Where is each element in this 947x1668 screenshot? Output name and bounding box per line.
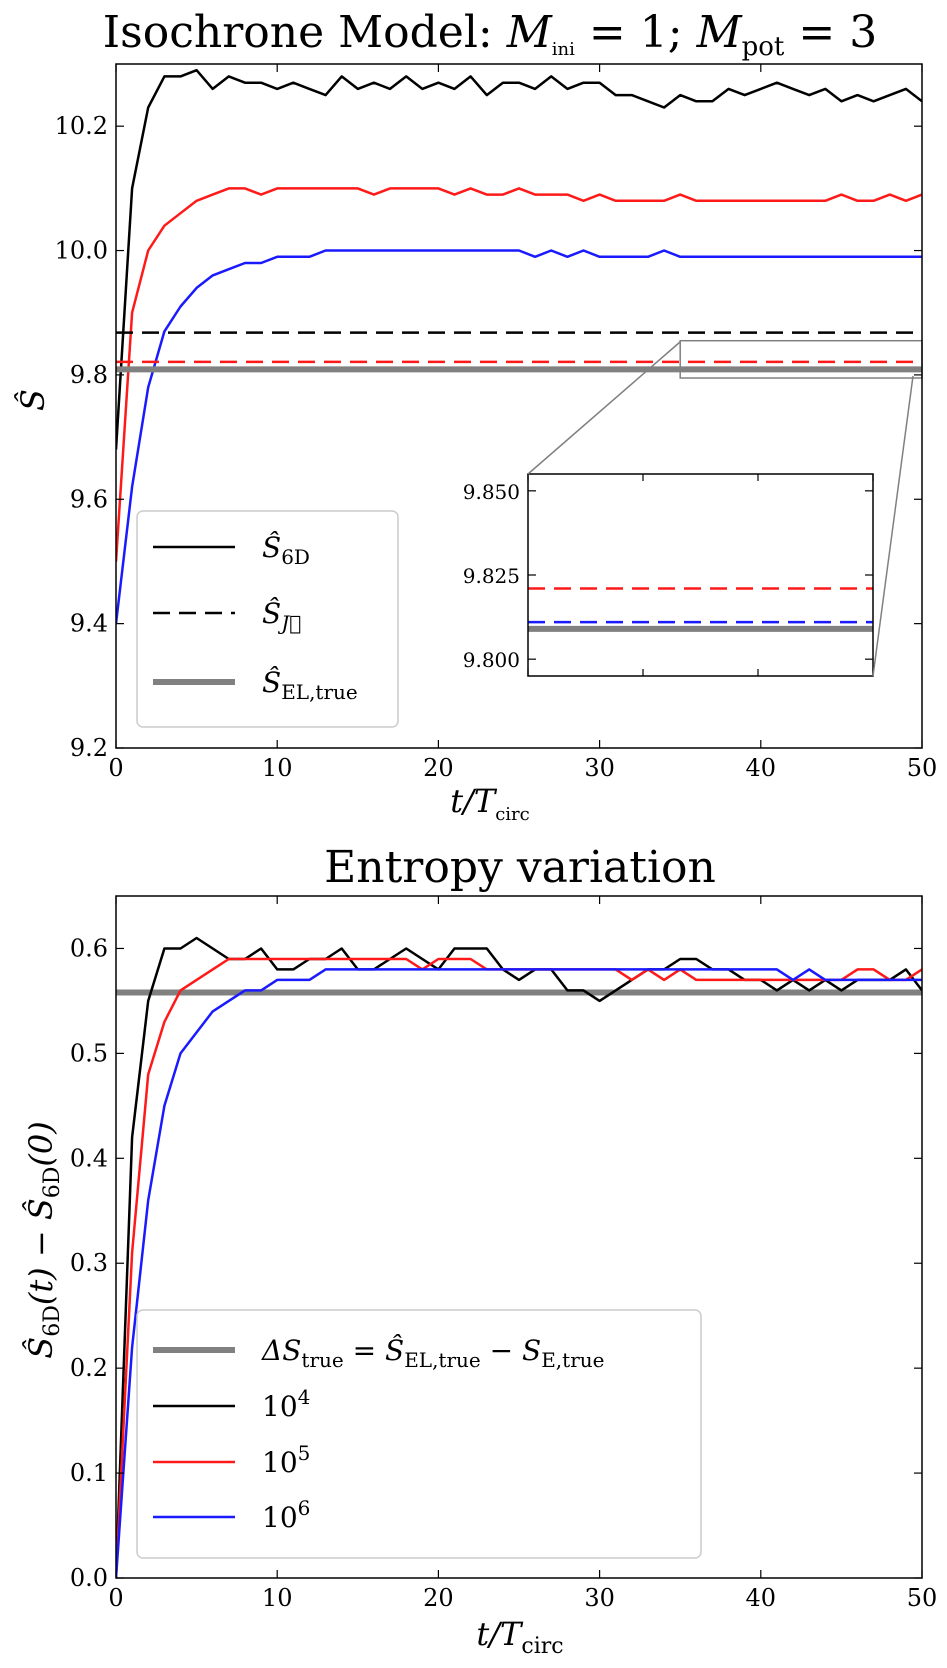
- top-x-tick-label: 50: [907, 754, 938, 782]
- bottom-y-tick-label: 0.4: [70, 1144, 108, 1172]
- bottom-y-tick-label: 0.3: [70, 1249, 108, 1277]
- legend-label-j: ŜJ⃗: [262, 596, 301, 635]
- top-axis-ticks: 0 10 20 30 40 50 9.2 9.4 9.6 9.8 10.0 10.2: [55, 64, 938, 782]
- top-y-tick-label: 9.4: [70, 610, 108, 638]
- top-y-tick-label: 9.6: [70, 485, 108, 513]
- bottom-x-tick-label: 50: [907, 1584, 938, 1612]
- legend-label-1e4: 104: [262, 1385, 310, 1423]
- bottom-x-tick-label: 40: [746, 1584, 777, 1612]
- legend-label-el-true: ŜEL,true: [262, 665, 358, 704]
- bottom-series-solid-blue: [116, 968, 922, 1578]
- top-chart: Isochrone Model: Mini = 1; Mpot = 3 0 10 2…: [14, 7, 937, 825]
- bottom-plot-frame: [115, 895, 923, 1579]
- top-inset: 9.800 9.825 9.850: [463, 341, 914, 677]
- bottom-series-solid-black: [116, 936, 922, 1578]
- top-x-tick-label: 40: [746, 754, 777, 782]
- legend-label-delta-s-true: ΔStrue = ŜEL,true − SE,true: [261, 1333, 604, 1372]
- top-y-tick-label: 9.2: [70, 734, 108, 762]
- top-legend-box: [136, 510, 399, 728]
- bottom-y-tick-label: 0.1: [70, 1459, 108, 1487]
- top-x-tick-label: 0: [108, 754, 123, 782]
- inset-axis-ticks: 9.800 9.825 9.850: [463, 474, 874, 676]
- inset-y-tick-label: 9.825: [463, 564, 520, 588]
- zoom-indicator-box: [679, 339, 923, 379]
- bottom-x-tick-label: 30: [584, 1584, 615, 1612]
- bottom-x-axis-label: t/Tcirc: [476, 1615, 563, 1659]
- bottom-y-tick-label: 0.2: [70, 1354, 108, 1382]
- bottom-legend-box: [136, 1309, 702, 1559]
- top-y-axis-label: Ŝ: [14, 389, 52, 411]
- bottom-plot-area: [116, 936, 922, 1578]
- top-plot-frame: [115, 63, 923, 749]
- inset-connector-right: [872, 375, 914, 677]
- inset-background: [528, 474, 873, 676]
- legend-label-6d: Ŝ6D: [262, 530, 310, 569]
- top-x-tick-label: 20: [423, 754, 454, 782]
- inset-plot-area: [528, 587, 873, 632]
- bottom-chart-title: Entropy variation: [324, 842, 716, 893]
- bottom-x-tick-label: 0: [108, 1584, 123, 1612]
- top-x-tick-label: 10: [262, 754, 293, 782]
- top-y-tick-label: 10.2: [55, 112, 108, 140]
- top-series-solid-blue: [116, 249, 922, 624]
- top-y-tick-label: 10.0: [55, 237, 108, 265]
- top-chart-title: Isochrone Model: Mini = 1; Mpot = 3: [103, 7, 877, 62]
- bottom-y-axis-label: Ŝ6D(t) − Ŝ6D(0): [22, 1121, 65, 1358]
- top-series-solid-red: [116, 187, 922, 562]
- bottom-axis-ticks: 0 10 20 30 40 50 0.0 0.1 0.2 0.3 0.4 0.5 0.6: [70, 896, 937, 1612]
- bottom-legend: ΔStrue = ŜEL,true − SE,true 104 105 106: [136, 1309, 702, 1559]
- legend-label-1e6: 106: [262, 1496, 310, 1534]
- inset-connector-left: [527, 341, 681, 475]
- top-x-axis-label: t/Tcirc: [450, 782, 530, 825]
- top-x-tick-label: 30: [584, 754, 615, 782]
- top-legend: Ŝ6D ŜJ⃗ ŜEL,true: [136, 510, 399, 728]
- bottom-y-tick-label: 0.0: [70, 1564, 108, 1592]
- inset-y-tick-label: 9.800: [463, 648, 520, 672]
- top-plot-area: [116, 68, 922, 624]
- legend-label-1e5: 105: [262, 1441, 310, 1479]
- top-y-tick-label: 9.8: [70, 361, 108, 389]
- bottom-y-tick-label: 0.6: [70, 934, 108, 962]
- bottom-x-tick-label: 10: [262, 1584, 293, 1612]
- inset-y-tick-label: 9.850: [463, 480, 520, 504]
- top-series-solid-black: [116, 68, 922, 450]
- zoom-region-rect: [679, 339, 923, 379]
- bottom-x-tick-label: 20: [423, 1584, 454, 1612]
- bottom-y-tick-label: 0.5: [70, 1039, 108, 1067]
- bottom-chart: Entropy variation 0 10 20 30 40 50 0.0 0.1 0.2 0.…: [22, 842, 937, 1659]
